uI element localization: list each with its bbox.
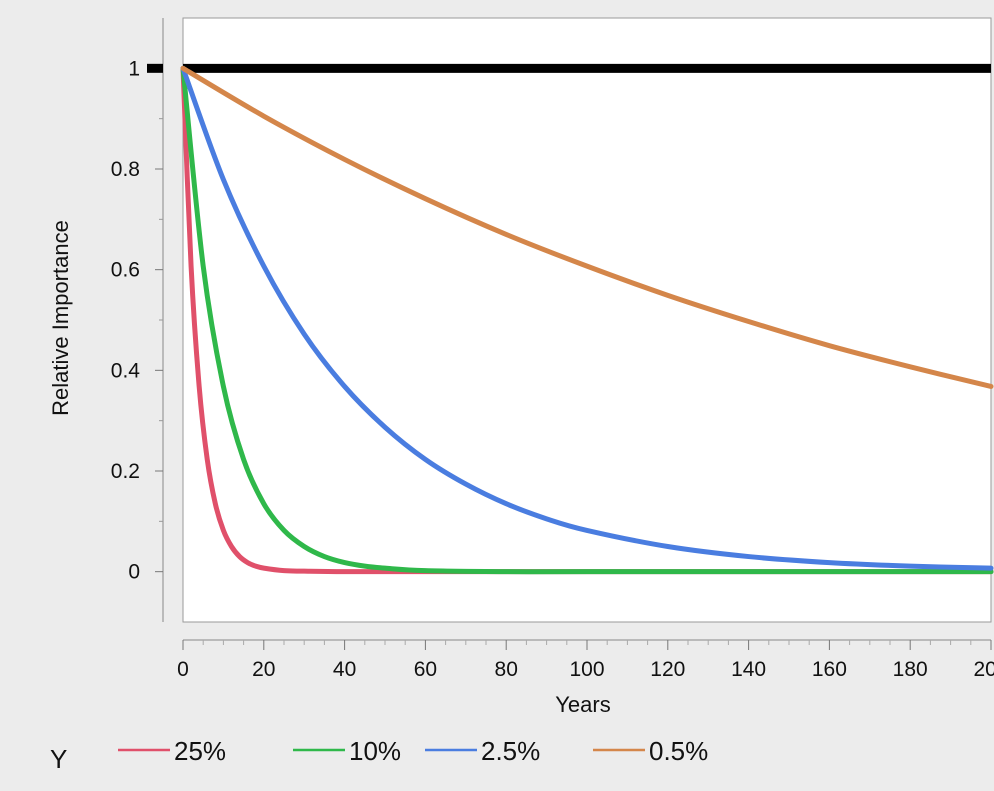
legend-label: 0.5%	[649, 736, 708, 766]
legend-label: 25%	[174, 736, 226, 766]
series-layer	[180, 65, 994, 575]
y-tick-label: 0.8	[111, 158, 140, 181]
legend-label: 10%	[349, 736, 401, 766]
series-line-05pct	[180, 65, 994, 389]
series-line-25pct	[180, 65, 994, 571]
plot-area	[182, 17, 992, 623]
legend-label: 2.5%	[481, 736, 540, 766]
x-tick-label: 100	[569, 658, 604, 681]
x-tick-label: 20	[252, 658, 275, 681]
x-tick-label: 60	[414, 658, 437, 681]
x-tick-label: 80	[495, 658, 518, 681]
x-tick-label: 200	[973, 658, 994, 681]
y-tick-label: 0	[128, 561, 140, 584]
series-line-10pct	[180, 65, 994, 575]
x-axis-title: Years	[555, 692, 610, 717]
y-tick-label: 0.2	[111, 460, 140, 483]
y-tick-label: 0.4	[111, 359, 141, 382]
x-tick-label: 160	[812, 658, 847, 681]
y-axis-ticks: 0 0.2 0.4 0.6 0.8 1	[111, 57, 163, 584]
x-tick-label: 180	[893, 658, 928, 681]
legend: Y 25% 10% 2.5% 0.5%	[50, 736, 708, 774]
x-tick-label: 120	[650, 658, 685, 681]
x-tick-label: 0	[177, 658, 189, 681]
y-axis-title: Relative Importance	[48, 220, 73, 416]
y-tick-label: 0.6	[111, 259, 140, 282]
x-tick-label: 40	[333, 658, 356, 681]
legend-title: Y	[50, 744, 67, 774]
y-tick-label: 1	[128, 57, 140, 80]
x-tick-label: 140	[731, 658, 766, 681]
x-axis-ticks: 0 20 40 60 80 100 120 140 160 180 200	[177, 640, 994, 681]
